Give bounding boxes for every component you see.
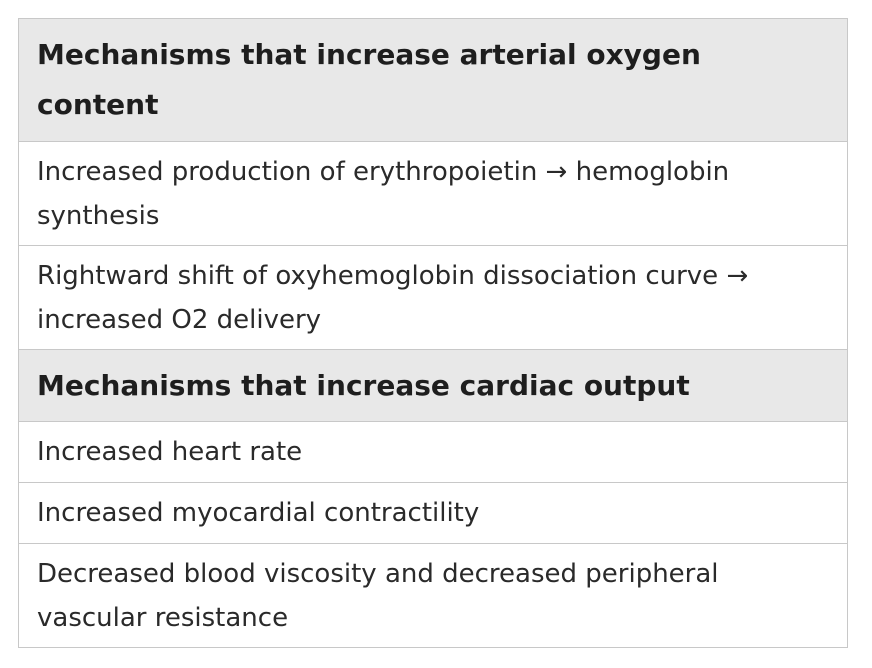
- table-cell: Decreased blood viscosity and decreased …: [18, 543, 848, 648]
- table-cell: Increased heart rate: [18, 421, 848, 483]
- table-cell: Rightward shift of oxyhemoglobin dissoci…: [18, 245, 848, 350]
- table-row: Decreased blood viscosity and decreased …: [18, 543, 848, 648]
- mechanisms-table: Mechanisms that increase arterial oxygen…: [18, 18, 848, 648]
- section-header-row: Mechanisms that increase cardiac output: [18, 349, 848, 422]
- section-header-row: Mechanisms that increase arterial oxygen…: [18, 18, 848, 142]
- table-row: Rightward shift of oxyhemoglobin dissoci…: [18, 245, 848, 350]
- table-row: Increased production of erythropoietin →…: [18, 141, 848, 246]
- table-row: Increased myocardial contractility: [18, 482, 848, 544]
- table-row: Increased heart rate: [18, 421, 848, 483]
- table-cell: Increased myocardial contractility: [18, 482, 848, 544]
- section-heading-arterial-oxygen: Mechanisms that increase arterial oxygen…: [18, 18, 848, 142]
- section-heading-cardiac-output: Mechanisms that increase cardiac output: [18, 349, 848, 422]
- mechanisms-table-container: Mechanisms that increase arterial oxygen…: [18, 18, 848, 648]
- table-cell: Increased production of erythropoietin →…: [18, 141, 848, 246]
